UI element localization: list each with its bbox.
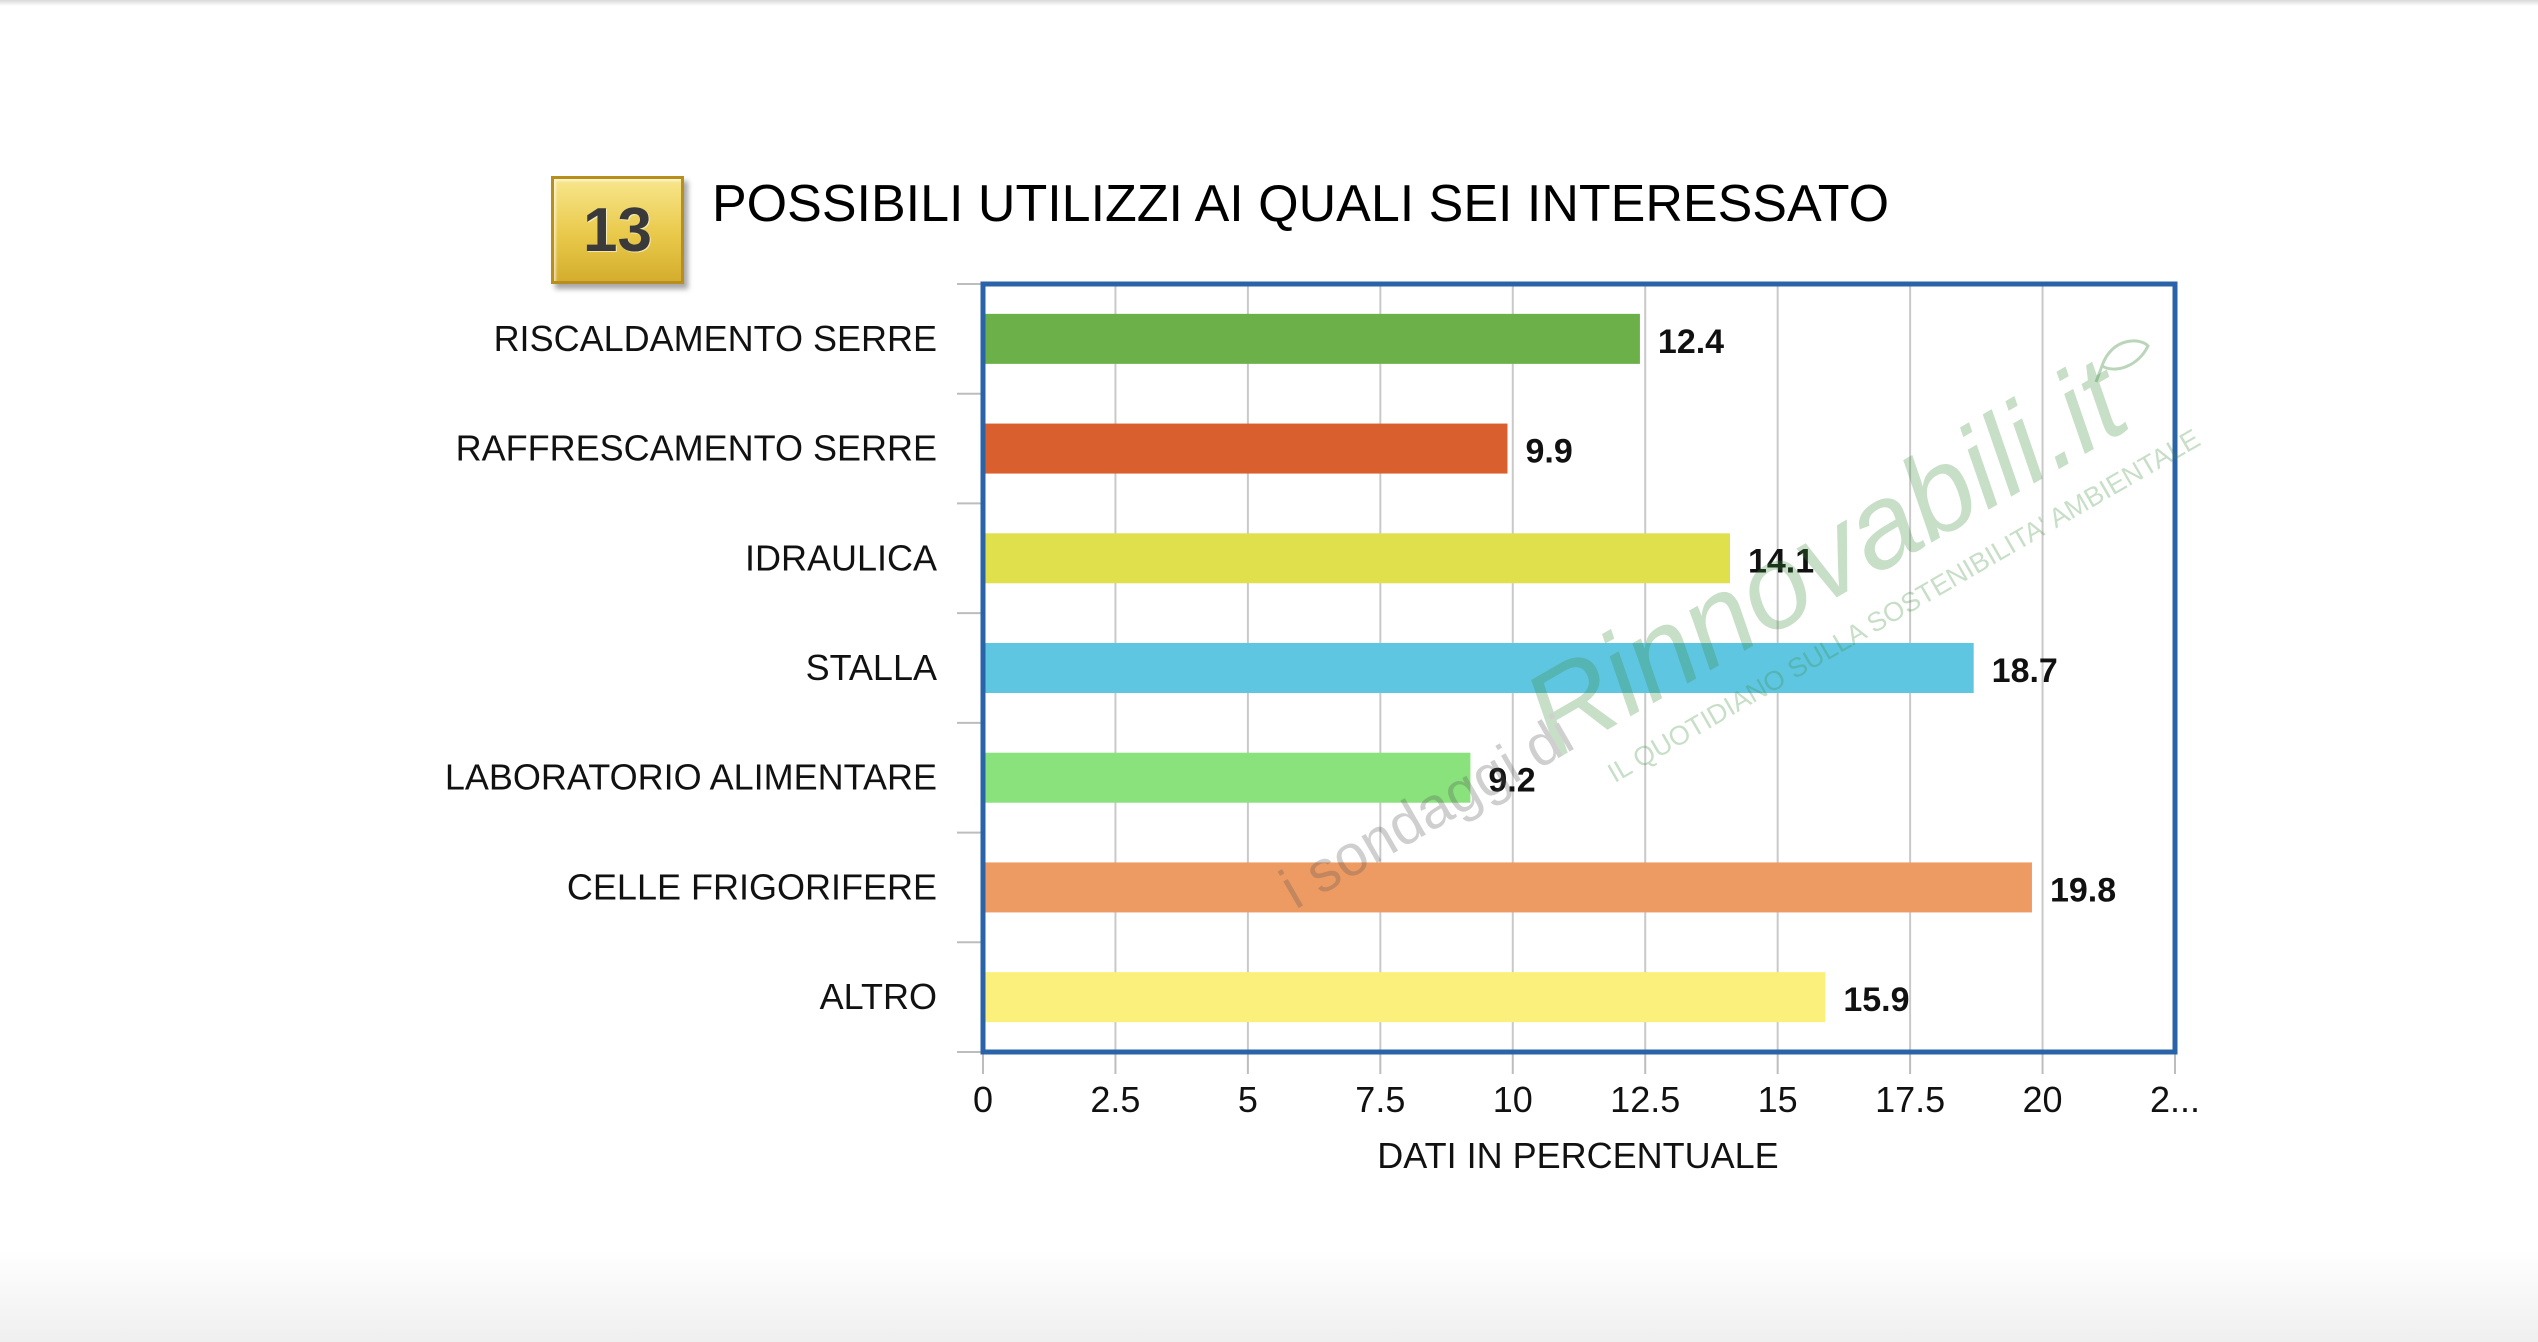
plot-frame — [980, 281, 2178, 1055]
bar — [983, 752, 1471, 803]
bar — [983, 862, 2032, 913]
bottom-shade — [0, 1250, 2538, 1342]
category-label: STALLA — [806, 647, 937, 688]
x-tick-label: 2.5 — [1090, 1079, 1140, 1120]
category-label: RAFFRESCAMENTO SERRE — [456, 428, 937, 469]
category-label: CELLE FRIGORIFERE — [567, 866, 937, 907]
bar — [983, 533, 1730, 584]
category-label: IDRAULICA — [745, 537, 937, 578]
chart-number-badge: 13 — [551, 176, 684, 284]
x-tick-label: 17.5 — [1875, 1079, 1945, 1120]
bar — [983, 972, 1826, 1023]
x-tick-label: 7.5 — [1355, 1079, 1405, 1120]
value-label: 18.7 — [1992, 652, 2058, 690]
bar — [983, 643, 1974, 693]
value-label: 9.9 — [1525, 433, 1572, 471]
bar — [983, 313, 1640, 364]
x-tick-label: 12.5 — [1610, 1079, 1680, 1120]
bar — [983, 423, 1508, 474]
x-tick-label: 10 — [1493, 1079, 1533, 1120]
value-label: 12.4 — [1658, 323, 1724, 361]
x-tick-label: 15 — [1758, 1079, 1798, 1120]
chart-title: POSSIBILI UTILIZZI AI QUALI SEI INTERESS… — [712, 175, 1890, 233]
top-shade — [0, 0, 2538, 6]
category-label: LABORATORIO ALIMENTARE — [445, 757, 937, 798]
value-label: 19.8 — [2050, 871, 2116, 909]
x-axis-title: DATI IN PERCENTUALE — [1377, 1135, 1778, 1176]
x-tick-label: 0 — [973, 1079, 993, 1120]
x-tick-label: 2... — [2150, 1079, 2200, 1120]
value-label: 9.2 — [1488, 762, 1535, 800]
value-label: 15.9 — [1843, 981, 1909, 1019]
category-label: ALTRO — [820, 976, 937, 1017]
x-tick-label: 20 — [2023, 1079, 2063, 1120]
value-label: 14.1 — [1748, 542, 1814, 580]
category-label: RISCALDAMENTO SERRE — [494, 318, 937, 359]
x-tick-label: 5 — [1238, 1079, 1258, 1120]
